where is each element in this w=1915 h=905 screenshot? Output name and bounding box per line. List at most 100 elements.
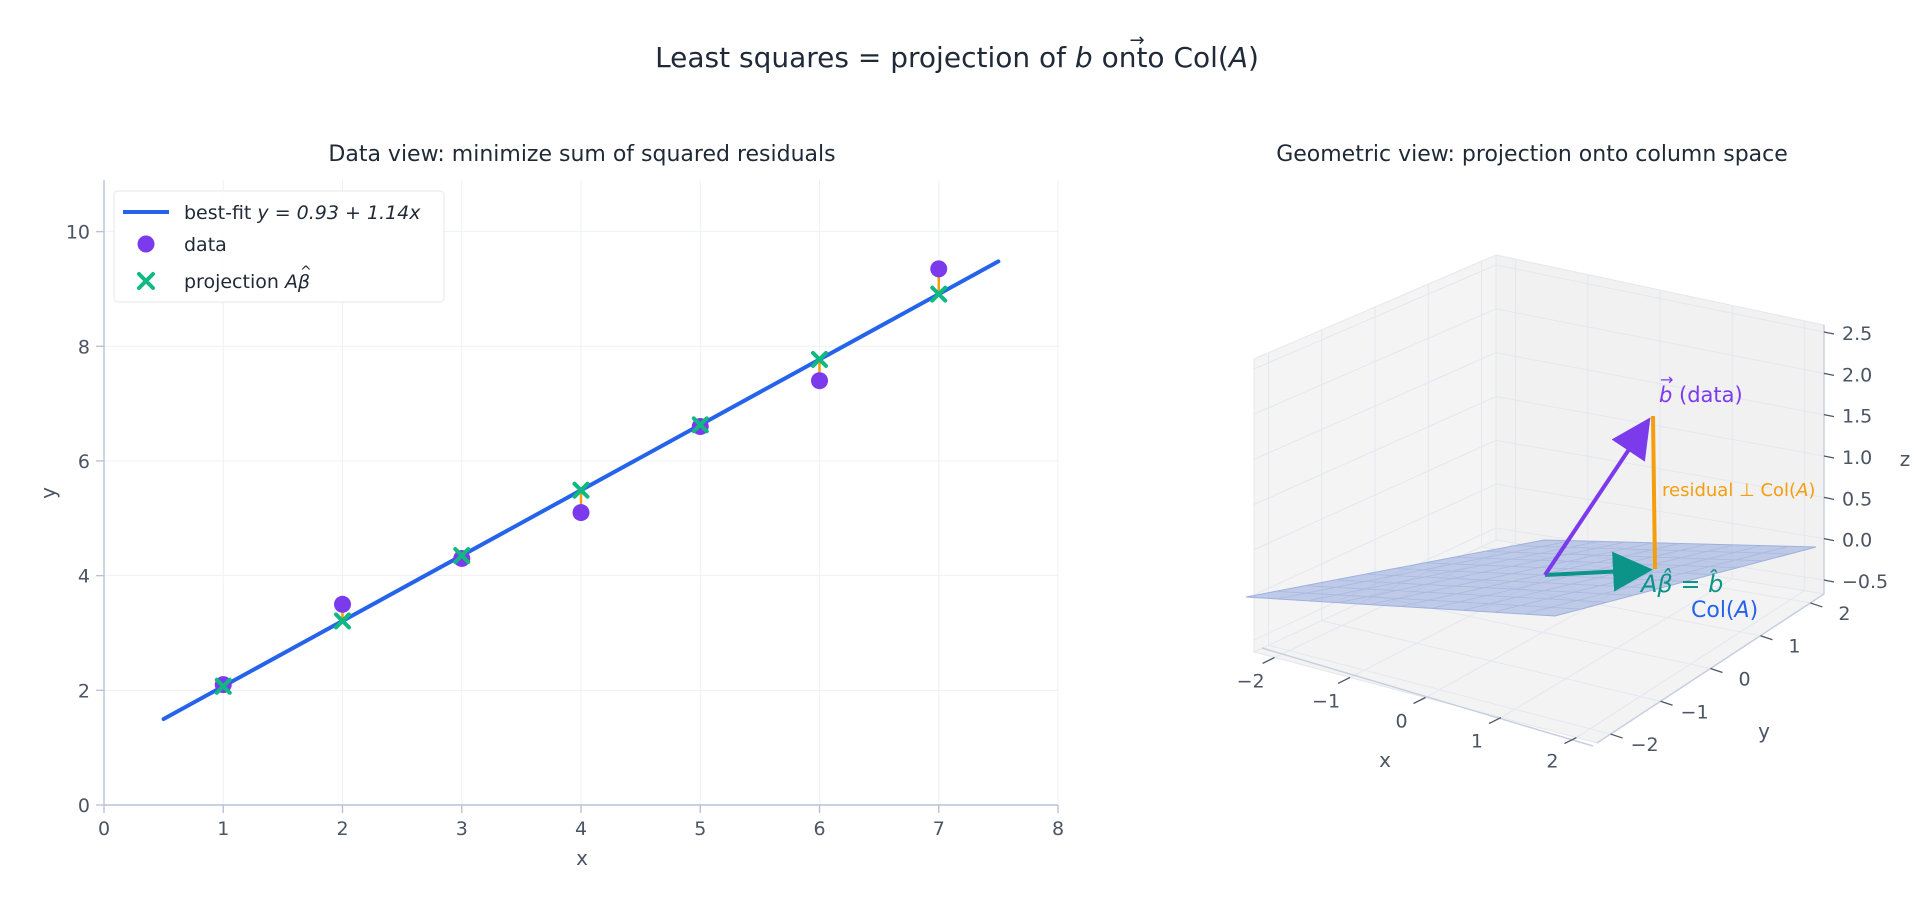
projection-point [214, 677, 232, 695]
plane-label: Col(A) [1691, 598, 1758, 623]
projection-point [811, 350, 828, 368]
projection-point [334, 612, 351, 630]
left-marks [161, 259, 1001, 721]
legend-data-marker [137, 235, 155, 253]
right-z-tick-label: 0.5 [1842, 488, 1872, 510]
data-point [930, 260, 948, 278]
right-z-tick [1823, 331, 1835, 335]
projection-point [453, 547, 471, 565]
left-x-axis-label: x [576, 846, 588, 870]
right-x-tick-label: 2 [1546, 751, 1558, 773]
projection-point [691, 416, 709, 434]
left-y-tick-label: 0 [78, 795, 90, 817]
right-z-tick [1823, 414, 1835, 418]
left-legend: best-fit y = 0.93 + 1.14x data projectio… [113, 190, 445, 303]
left-x-tick-label: 1 [217, 818, 229, 840]
right-z-tick-label: 2.0 [1842, 364, 1872, 386]
b-vector-label: b (data) [1659, 383, 1743, 407]
data-point [334, 595, 351, 613]
right-z-tick [1823, 538, 1835, 542]
plane-gridline [1462, 544, 1735, 611]
back-z-gridline [1495, 483, 1825, 540]
side-z-gridline [1253, 396, 1497, 505]
left-x-tick-label: 3 [456, 818, 468, 840]
plane-gridline [1454, 556, 1738, 569]
left-y-tick-label: 8 [78, 336, 90, 358]
data-point [453, 549, 471, 567]
right-z-tick-label: 0.0 [1842, 530, 1872, 552]
right-x-axis-line [1261, 647, 1594, 747]
plane-gridline [1431, 543, 1708, 609]
data-vector-b [1543, 417, 1651, 577]
data-view-panel: Data view: minimize sum of squared resid… [36, 142, 1064, 870]
left-chart-title: Data view: minimize sum of squared resid… [328, 142, 835, 167]
legend-fit-text: best-fit y = 0.93 + 1.14x [184, 202, 421, 224]
residual-vector [1651, 415, 1657, 570]
legend-projection-hat: ^ [300, 264, 312, 280]
data-point [811, 372, 828, 390]
side-z-gridline [1253, 308, 1497, 415]
right-x-tick [1488, 716, 1502, 725]
left-x-tick-label: 2 [336, 818, 348, 840]
right-y-tick [1660, 700, 1673, 706]
projection-vector [1544, 551, 1653, 592]
projection-point [930, 285, 948, 303]
back-z-gridline [1495, 352, 1825, 416]
right-z-tick-label: 1.0 [1842, 447, 1872, 469]
plane-grid [1275, 540, 1790, 615]
right-y-tick [1810, 602, 1823, 608]
plane-gridline [1514, 545, 1790, 555]
right-y-axis-label: y [1758, 719, 1770, 743]
right-x-tick [1262, 656, 1275, 665]
right-z-axis-label: z [1900, 447, 1911, 471]
left-y-tick-label: 4 [78, 566, 90, 588]
right-y-tick-label: −1 [1681, 701, 1709, 723]
left-grid [104, 180, 1059, 805]
right-y-tick [1710, 667, 1723, 674]
right-x-tick [1413, 696, 1426, 705]
plane-gridline [1424, 562, 1712, 575]
legend-data-text: data [184, 234, 227, 256]
left-y-tick-label: 2 [78, 680, 90, 702]
right-y-tick-label: 0 [1738, 669, 1750, 691]
data-point [572, 504, 590, 522]
left-x-tick-label: 6 [813, 818, 825, 840]
right-z-tick-label: −0.5 [1842, 571, 1888, 593]
left-x-tick-label: 7 [933, 818, 945, 840]
floor-x-gridline [1500, 578, 1733, 718]
right-z-tick-label: 1.5 [1842, 406, 1872, 428]
title-vector-arrow: → [1129, 30, 1144, 51]
plane-gridline [1524, 545, 1789, 615]
left-y-tick-label: 10 [66, 222, 90, 244]
left-ticks: 0 1 2 3 4 5 6 7 8 0 2 4 6 8 10 [66, 222, 1064, 840]
right-ticks: −2 −2 −1 −1 0 0 1 1 2 2 −0.5 0.0 0.5 1.0 1.5 2.0 2.5 [1237, 323, 1889, 773]
side-z-gridline [1253, 264, 1497, 370]
right-z-tick [1823, 496, 1835, 500]
right-x-tick [1564, 736, 1577, 745]
figure-title: Least squares = projection of b onto Col… [655, 41, 1259, 74]
left-y-axis-label: y [36, 487, 60, 499]
right-x-tick-label: 1 [1471, 731, 1483, 753]
right-x-tick-label: −1 [1312, 690, 1340, 712]
right-x-tick-label: 0 [1395, 711, 1407, 733]
back-z-gridline [1495, 396, 1825, 457]
left-x-tick-label: 5 [694, 818, 706, 840]
right-x-tick-label: −2 [1237, 670, 1265, 692]
left-x-tick-label: 8 [1052, 818, 1064, 840]
residual-label: residual ⊥ Col(A) [1662, 480, 1815, 501]
right-y-tick [1760, 635, 1773, 641]
legend-box [113, 190, 445, 303]
left-x-tick-label: 0 [98, 818, 110, 840]
side-z-gridline [1253, 439, 1497, 551]
right-y-tick-label: 1 [1788, 636, 1800, 658]
left-y-tick-label: 6 [78, 451, 90, 473]
right-z-tick [1823, 372, 1835, 376]
right-y-tick-label: 2 [1838, 603, 1850, 625]
geometric-view-panel: Geometric view: projection onto column s… [1237, 142, 1911, 773]
right-z-tick [1823, 579, 1835, 583]
right-x-axis-label: x [1379, 748, 1391, 772]
right-x-tick [1337, 676, 1351, 685]
side-z-gridline [1253, 352, 1497, 460]
legend-projection-text: projection Aβ [184, 271, 310, 293]
